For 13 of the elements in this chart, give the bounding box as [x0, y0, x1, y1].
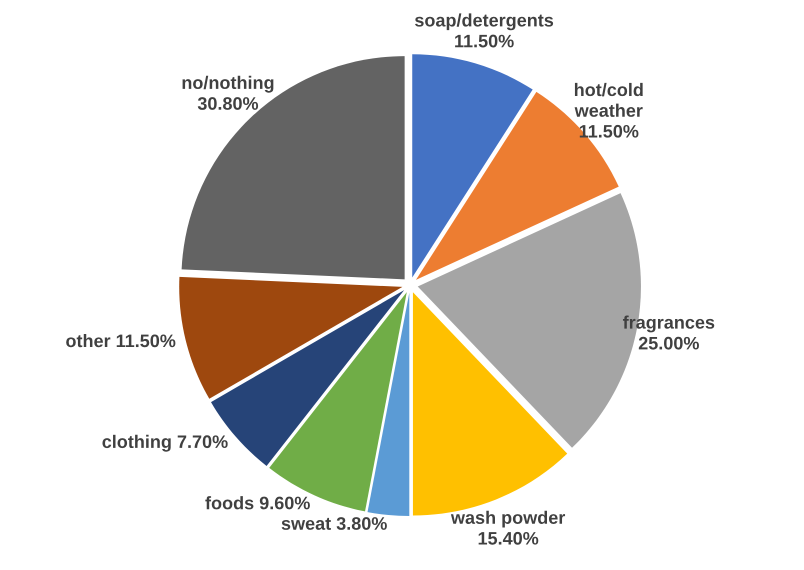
- data-label: 25.00%: [638, 336, 699, 350]
- slice-label: no/nothing: [182, 76, 274, 93]
- slice-label: foods 9.60%: [205, 496, 310, 510]
- slice-label: fragrances: [622, 315, 714, 332]
- slice-label: hot/cold weather: [574, 82, 643, 117]
- slice-label: soap/detergents: [414, 13, 554, 30]
- data-label: 30.80%: [198, 97, 258, 110]
- slice-label: clothing 7.70%: [102, 434, 228, 452]
- data-label: 11.50%: [455, 34, 514, 48]
- slice-label: sweat 3.80%: [282, 517, 387, 530]
- data-label: 15.40%: [478, 532, 538, 545]
- slice-label: other 11.50%: [66, 334, 176, 348]
- slice-label: wash powder: [450, 510, 566, 528]
